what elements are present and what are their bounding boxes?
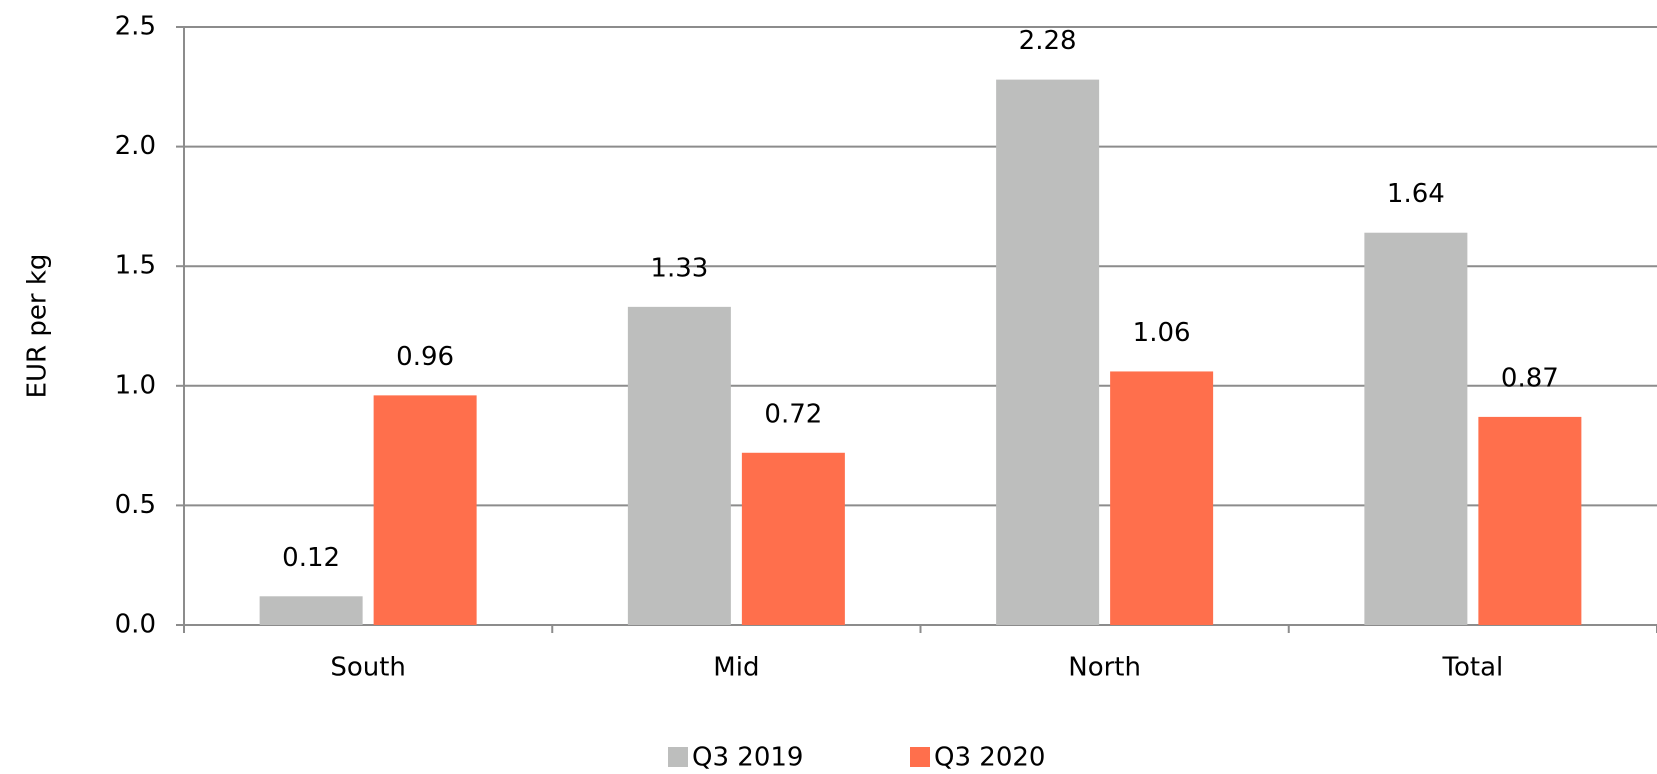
y-tick-label: 0.5 [115,490,156,520]
y-tick-label: 2.5 [115,12,156,42]
legend-label: Q3 2020 [934,743,1045,773]
value-label: 1.64 [1387,179,1445,209]
legend-label: Q3 2019 [692,743,803,773]
bar [627,306,731,625]
value-label: 0.72 [764,399,822,429]
value-label: 2.28 [1019,26,1077,56]
bar [996,79,1100,625]
bar [373,395,477,625]
legend-swatch [668,747,688,767]
bar [1364,232,1468,625]
y-tick-label: 1.5 [115,251,156,281]
x-tick-label: North [1068,653,1141,683]
value-label: 0.87 [1501,363,1559,393]
y-axis-label: EUR per kg [23,254,53,399]
legend-swatch [910,747,930,767]
y-tick-label: 2.0 [115,131,156,161]
y-tick-label: 1.0 [115,370,156,400]
x-tick-label: Total [1442,653,1504,683]
bar [1478,416,1582,625]
y-tick-label: 0.0 [115,610,156,640]
value-label: 1.06 [1133,318,1191,348]
value-label: 0.96 [396,342,454,372]
bar [259,596,363,625]
bar [1110,371,1214,625]
x-tick-label: Mid [713,653,759,683]
x-tick-label: South [330,653,406,683]
value-label: 0.12 [282,543,340,573]
value-label: 1.33 [650,253,708,283]
bar [741,452,845,625]
